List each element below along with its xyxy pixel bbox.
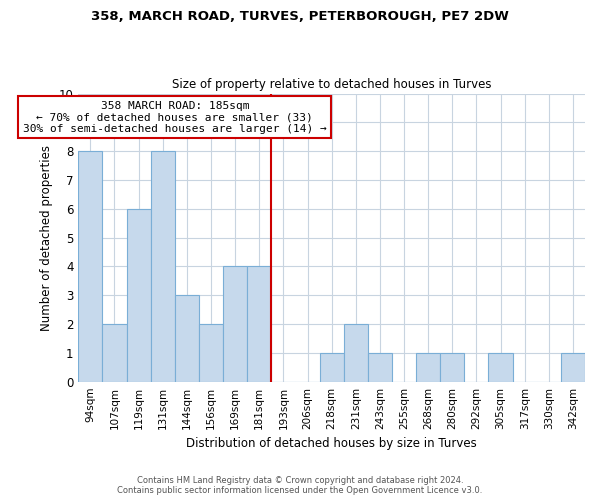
Bar [247, 266, 271, 382]
Y-axis label: Number of detached properties: Number of detached properties [40, 144, 53, 330]
X-axis label: Distribution of detached houses by size in Turves: Distribution of detached houses by size … [186, 437, 477, 450]
Text: 358 MARCH ROAD: 185sqm
← 70% of detached houses are smaller (33)
30% of semi-det: 358 MARCH ROAD: 185sqm ← 70% of detached… [23, 101, 326, 134]
Bar [488, 353, 512, 382]
Bar [223, 266, 247, 382]
Text: 358, MARCH ROAD, TURVES, PETERBOROUGH, PE7 2DW: 358, MARCH ROAD, TURVES, PETERBOROUGH, P… [91, 10, 509, 23]
Title: Size of property relative to detached houses in Turves: Size of property relative to detached ho… [172, 78, 491, 91]
Bar [320, 353, 344, 382]
Bar [368, 353, 392, 382]
Bar [175, 295, 199, 382]
Bar [344, 324, 368, 382]
Bar [199, 324, 223, 382]
Bar [561, 353, 585, 382]
Bar [151, 151, 175, 382]
Bar [79, 151, 103, 382]
Bar [127, 209, 151, 382]
Bar [416, 353, 440, 382]
Bar [440, 353, 464, 382]
Bar [103, 324, 127, 382]
Text: Contains HM Land Registry data © Crown copyright and database right 2024.
Contai: Contains HM Land Registry data © Crown c… [118, 476, 482, 495]
